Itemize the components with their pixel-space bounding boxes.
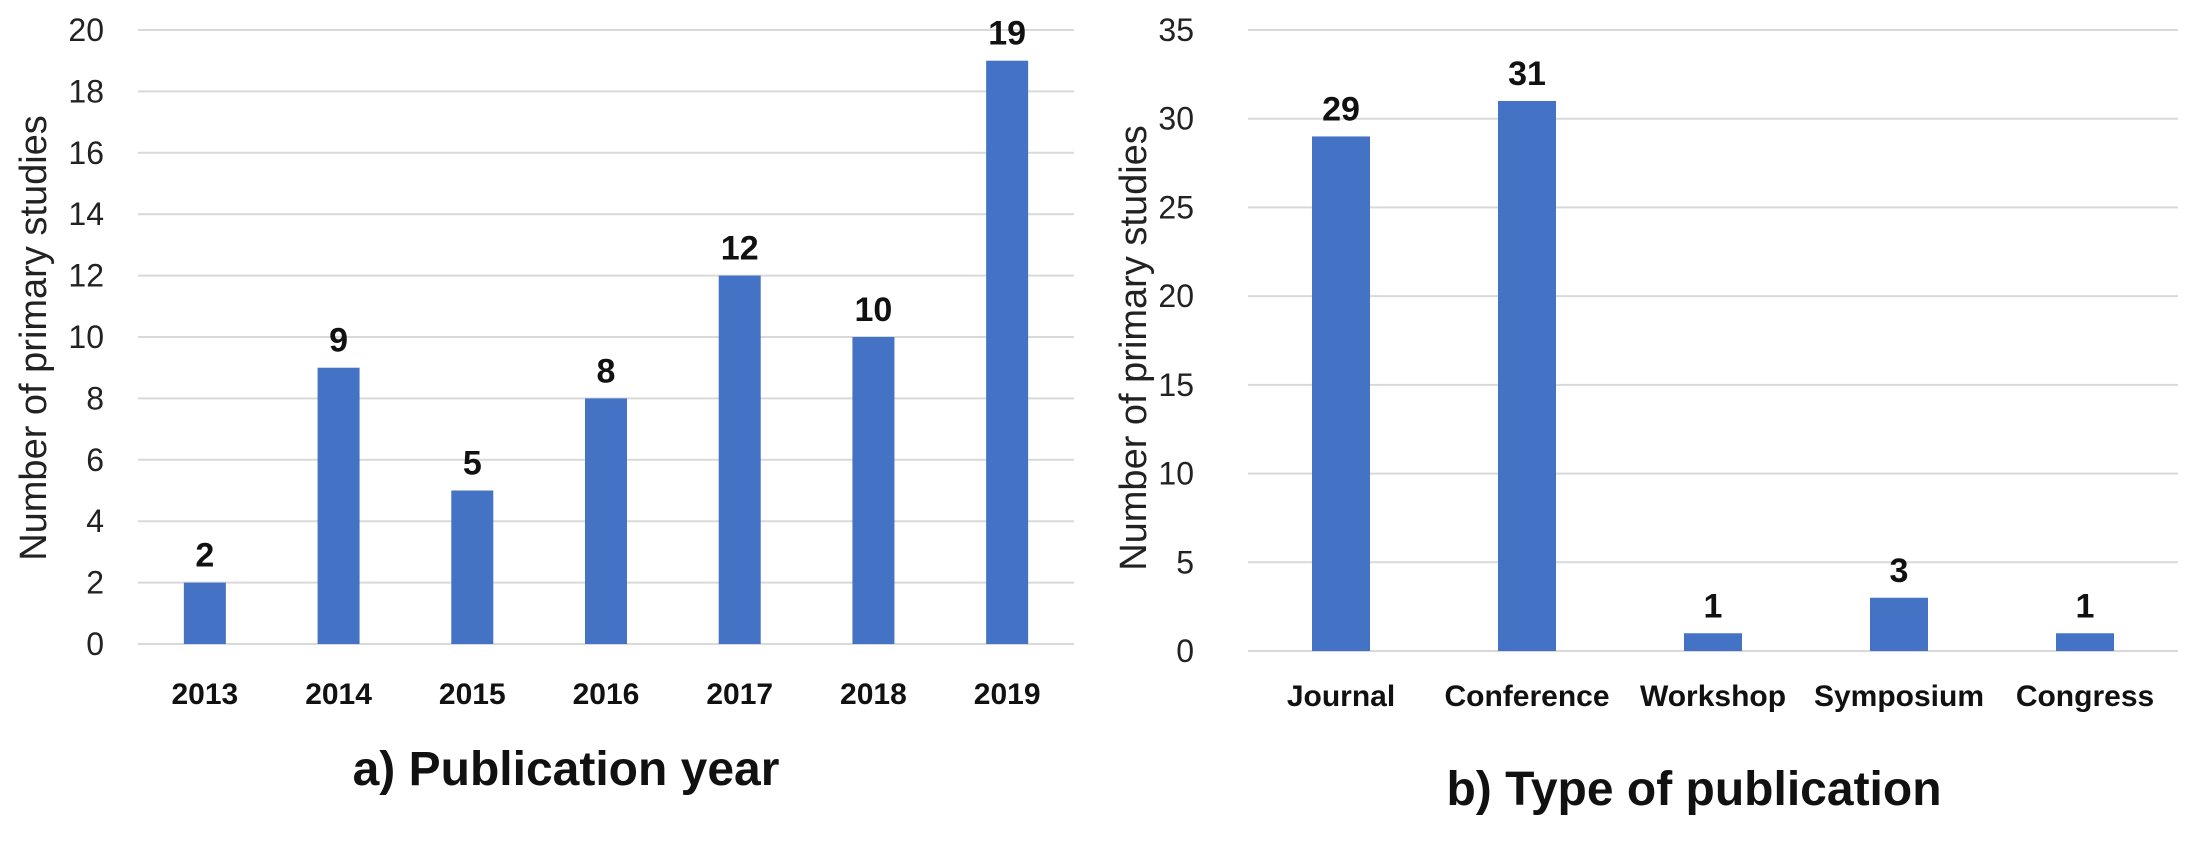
chart-1-bar xyxy=(1870,597,1928,651)
chart-0-title: a) Publication year xyxy=(353,743,780,796)
chart-0-bar xyxy=(718,275,761,644)
chart-0-bar xyxy=(451,490,494,644)
chart-0-y-tick-label: 0 xyxy=(86,626,104,662)
chart-1-bar xyxy=(1684,633,1742,651)
chart-1-x-tick-label: Workshop xyxy=(1640,680,1786,713)
chart-0-y-tick-label: 20 xyxy=(68,12,104,48)
chart-0-data-label: 9 xyxy=(329,322,348,360)
chart-0-x-tick-label: 2018 xyxy=(840,678,907,711)
chart-1-y-tick-label: 0 xyxy=(1176,633,1194,669)
chart-1-y-tick-label: 15 xyxy=(1158,367,1194,403)
chart-1-bar xyxy=(2056,633,2114,651)
chart-0-y-tick-label: 18 xyxy=(68,73,104,109)
chart-1-y-tick-label: 30 xyxy=(1158,101,1194,137)
chart-0-x-tick-label: 2015 xyxy=(439,678,506,711)
chart-1-y-tick-label: 20 xyxy=(1158,278,1194,314)
chart-1-y-tick-label: 35 xyxy=(1158,12,1194,48)
chart-1-x-tick-label: Conference xyxy=(1444,680,1609,713)
chart-0-y-tick-label: 10 xyxy=(68,319,104,355)
chart-0-y-tick-label: 8 xyxy=(86,380,104,416)
chart-0-y-tick-label: 12 xyxy=(68,258,104,294)
chart-0-x-tick-label: 2017 xyxy=(706,678,773,711)
chart-1-x-tick-label: Journal xyxy=(1287,680,1395,713)
chart-1-y-tick-label: 10 xyxy=(1158,456,1194,492)
chart-1-title: b) Type of publication xyxy=(1446,763,1941,816)
chart-0-y-tick-label: 4 xyxy=(86,503,104,539)
chart-1-data-label: 1 xyxy=(2076,587,2095,625)
chart-0-y-tick-label: 16 xyxy=(68,135,104,171)
chart-0-bar xyxy=(585,398,627,644)
chart-0-bar xyxy=(183,582,226,644)
chart-1-data-label: 1 xyxy=(1704,587,1723,625)
chart-0-x-tick-label: 2014 xyxy=(305,678,372,711)
chart-0-y-tick-label: 14 xyxy=(68,196,104,232)
chart-1-data-label: 29 xyxy=(1322,90,1360,128)
chart-0-data-label: 12 xyxy=(721,230,759,268)
chart-1-bar xyxy=(1312,136,1370,651)
chart-0-x-tick-label: 2019 xyxy=(974,678,1041,711)
chart-1-x-tick-label: Symposium xyxy=(1814,680,1984,713)
chart-0-data-label: 5 xyxy=(463,445,482,483)
chart-1-bar xyxy=(1498,100,1556,651)
chart-1-x-tick-label: Congress xyxy=(2016,680,2154,713)
chart-0-bar xyxy=(986,60,1029,644)
chart-0-y-axis-label: Number of primary studies xyxy=(13,115,55,561)
chart-0-bar xyxy=(317,367,360,644)
chart-0-data-label: 10 xyxy=(855,291,893,329)
chart-0-data-label: 19 xyxy=(988,15,1026,53)
chart-publication-year: Number of primary studies a) Publication… xyxy=(13,12,1074,796)
chart-1-data-label: 3 xyxy=(1890,552,1909,590)
chart-0-x-tick-label: 2013 xyxy=(171,678,238,711)
chart-1-data-label: 31 xyxy=(1508,55,1546,93)
chart-0-data-label: 8 xyxy=(597,352,616,390)
chart-0-bar xyxy=(852,337,895,644)
chart-0-x-tick-label: 2016 xyxy=(573,678,640,711)
chart-1-y-axis-label: Number of primary studies xyxy=(1113,125,1155,571)
chart-type-of-publication: Number of primary studies b) Type of pub… xyxy=(1113,12,2178,816)
chart-0-y-tick-label: 6 xyxy=(86,442,104,478)
chart-1-y-tick-label: 25 xyxy=(1158,189,1194,225)
chart-1-gridlines xyxy=(1248,29,2178,652)
chart-0-data-label: 2 xyxy=(195,537,214,575)
chart-0-y-tick-label: 2 xyxy=(86,565,104,601)
chart-1-y-tick-label: 5 xyxy=(1176,544,1194,580)
